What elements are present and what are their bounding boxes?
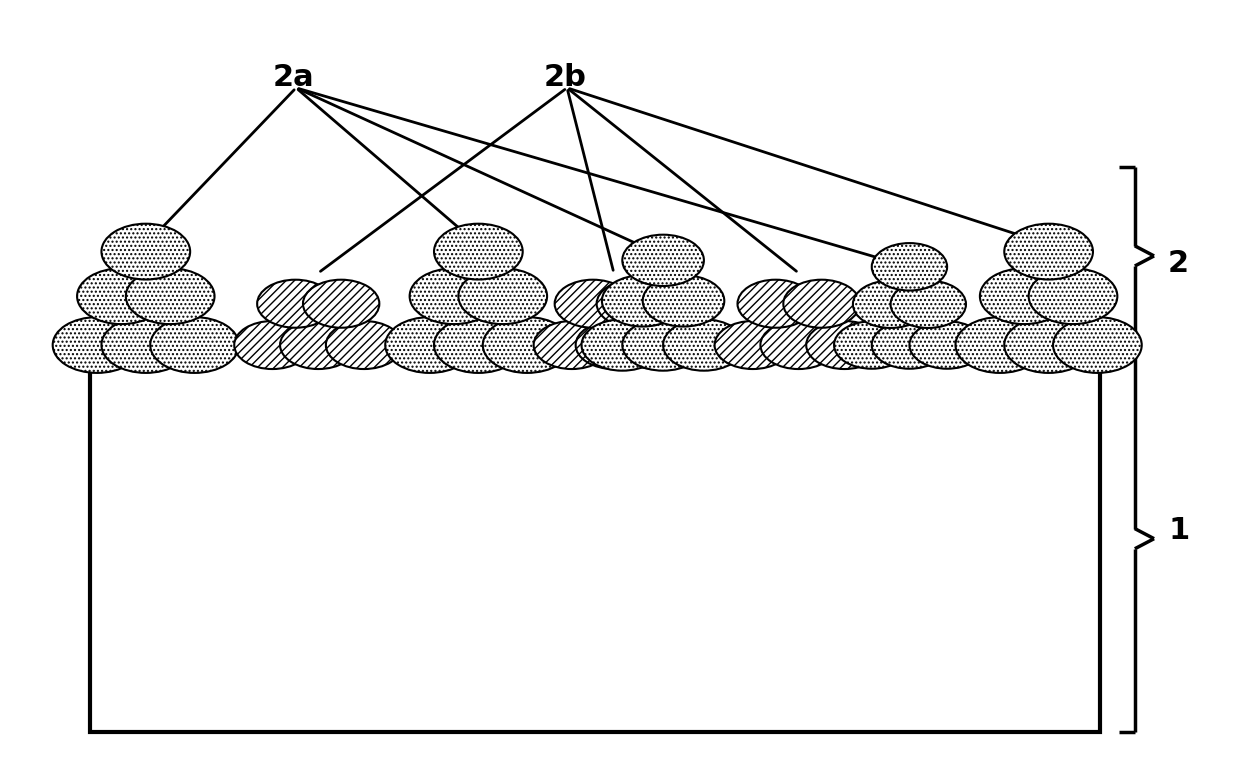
Circle shape — [853, 280, 929, 328]
Circle shape — [642, 276, 724, 327]
Circle shape — [582, 319, 663, 370]
Circle shape — [434, 224, 523, 280]
Circle shape — [714, 321, 791, 369]
Circle shape — [326, 321, 402, 369]
Circle shape — [409, 269, 498, 324]
Circle shape — [956, 317, 1044, 373]
Circle shape — [909, 321, 985, 369]
Circle shape — [482, 317, 572, 373]
Circle shape — [596, 280, 673, 328]
Circle shape — [125, 269, 215, 324]
Circle shape — [872, 321, 947, 369]
Circle shape — [150, 317, 239, 373]
Circle shape — [872, 243, 947, 290]
Circle shape — [77, 269, 166, 324]
Circle shape — [533, 321, 610, 369]
Circle shape — [459, 269, 547, 324]
Circle shape — [257, 280, 334, 328]
Circle shape — [1053, 317, 1142, 373]
Text: 1: 1 — [1168, 517, 1189, 546]
Text: 2: 2 — [1168, 249, 1189, 278]
Circle shape — [806, 321, 883, 369]
Circle shape — [1004, 317, 1092, 373]
Circle shape — [618, 321, 694, 369]
Circle shape — [554, 280, 631, 328]
Circle shape — [622, 235, 704, 286]
Circle shape — [760, 321, 837, 369]
Circle shape — [303, 280, 379, 328]
Circle shape — [890, 280, 966, 328]
Circle shape — [1004, 224, 1092, 280]
Circle shape — [280, 321, 356, 369]
Circle shape — [601, 276, 683, 327]
Circle shape — [784, 280, 859, 328]
Text: 2a: 2a — [273, 63, 315, 92]
Circle shape — [434, 317, 523, 373]
FancyBboxPatch shape — [91, 345, 1100, 732]
Text: 2b: 2b — [543, 63, 587, 92]
Circle shape — [835, 321, 909, 369]
Circle shape — [980, 269, 1069, 324]
Circle shape — [102, 224, 190, 280]
Circle shape — [622, 319, 704, 370]
Circle shape — [102, 317, 190, 373]
Circle shape — [575, 321, 652, 369]
Circle shape — [1029, 269, 1117, 324]
Circle shape — [234, 321, 310, 369]
Circle shape — [738, 280, 813, 328]
Circle shape — [386, 317, 474, 373]
Circle shape — [663, 319, 745, 370]
Circle shape — [52, 317, 141, 373]
